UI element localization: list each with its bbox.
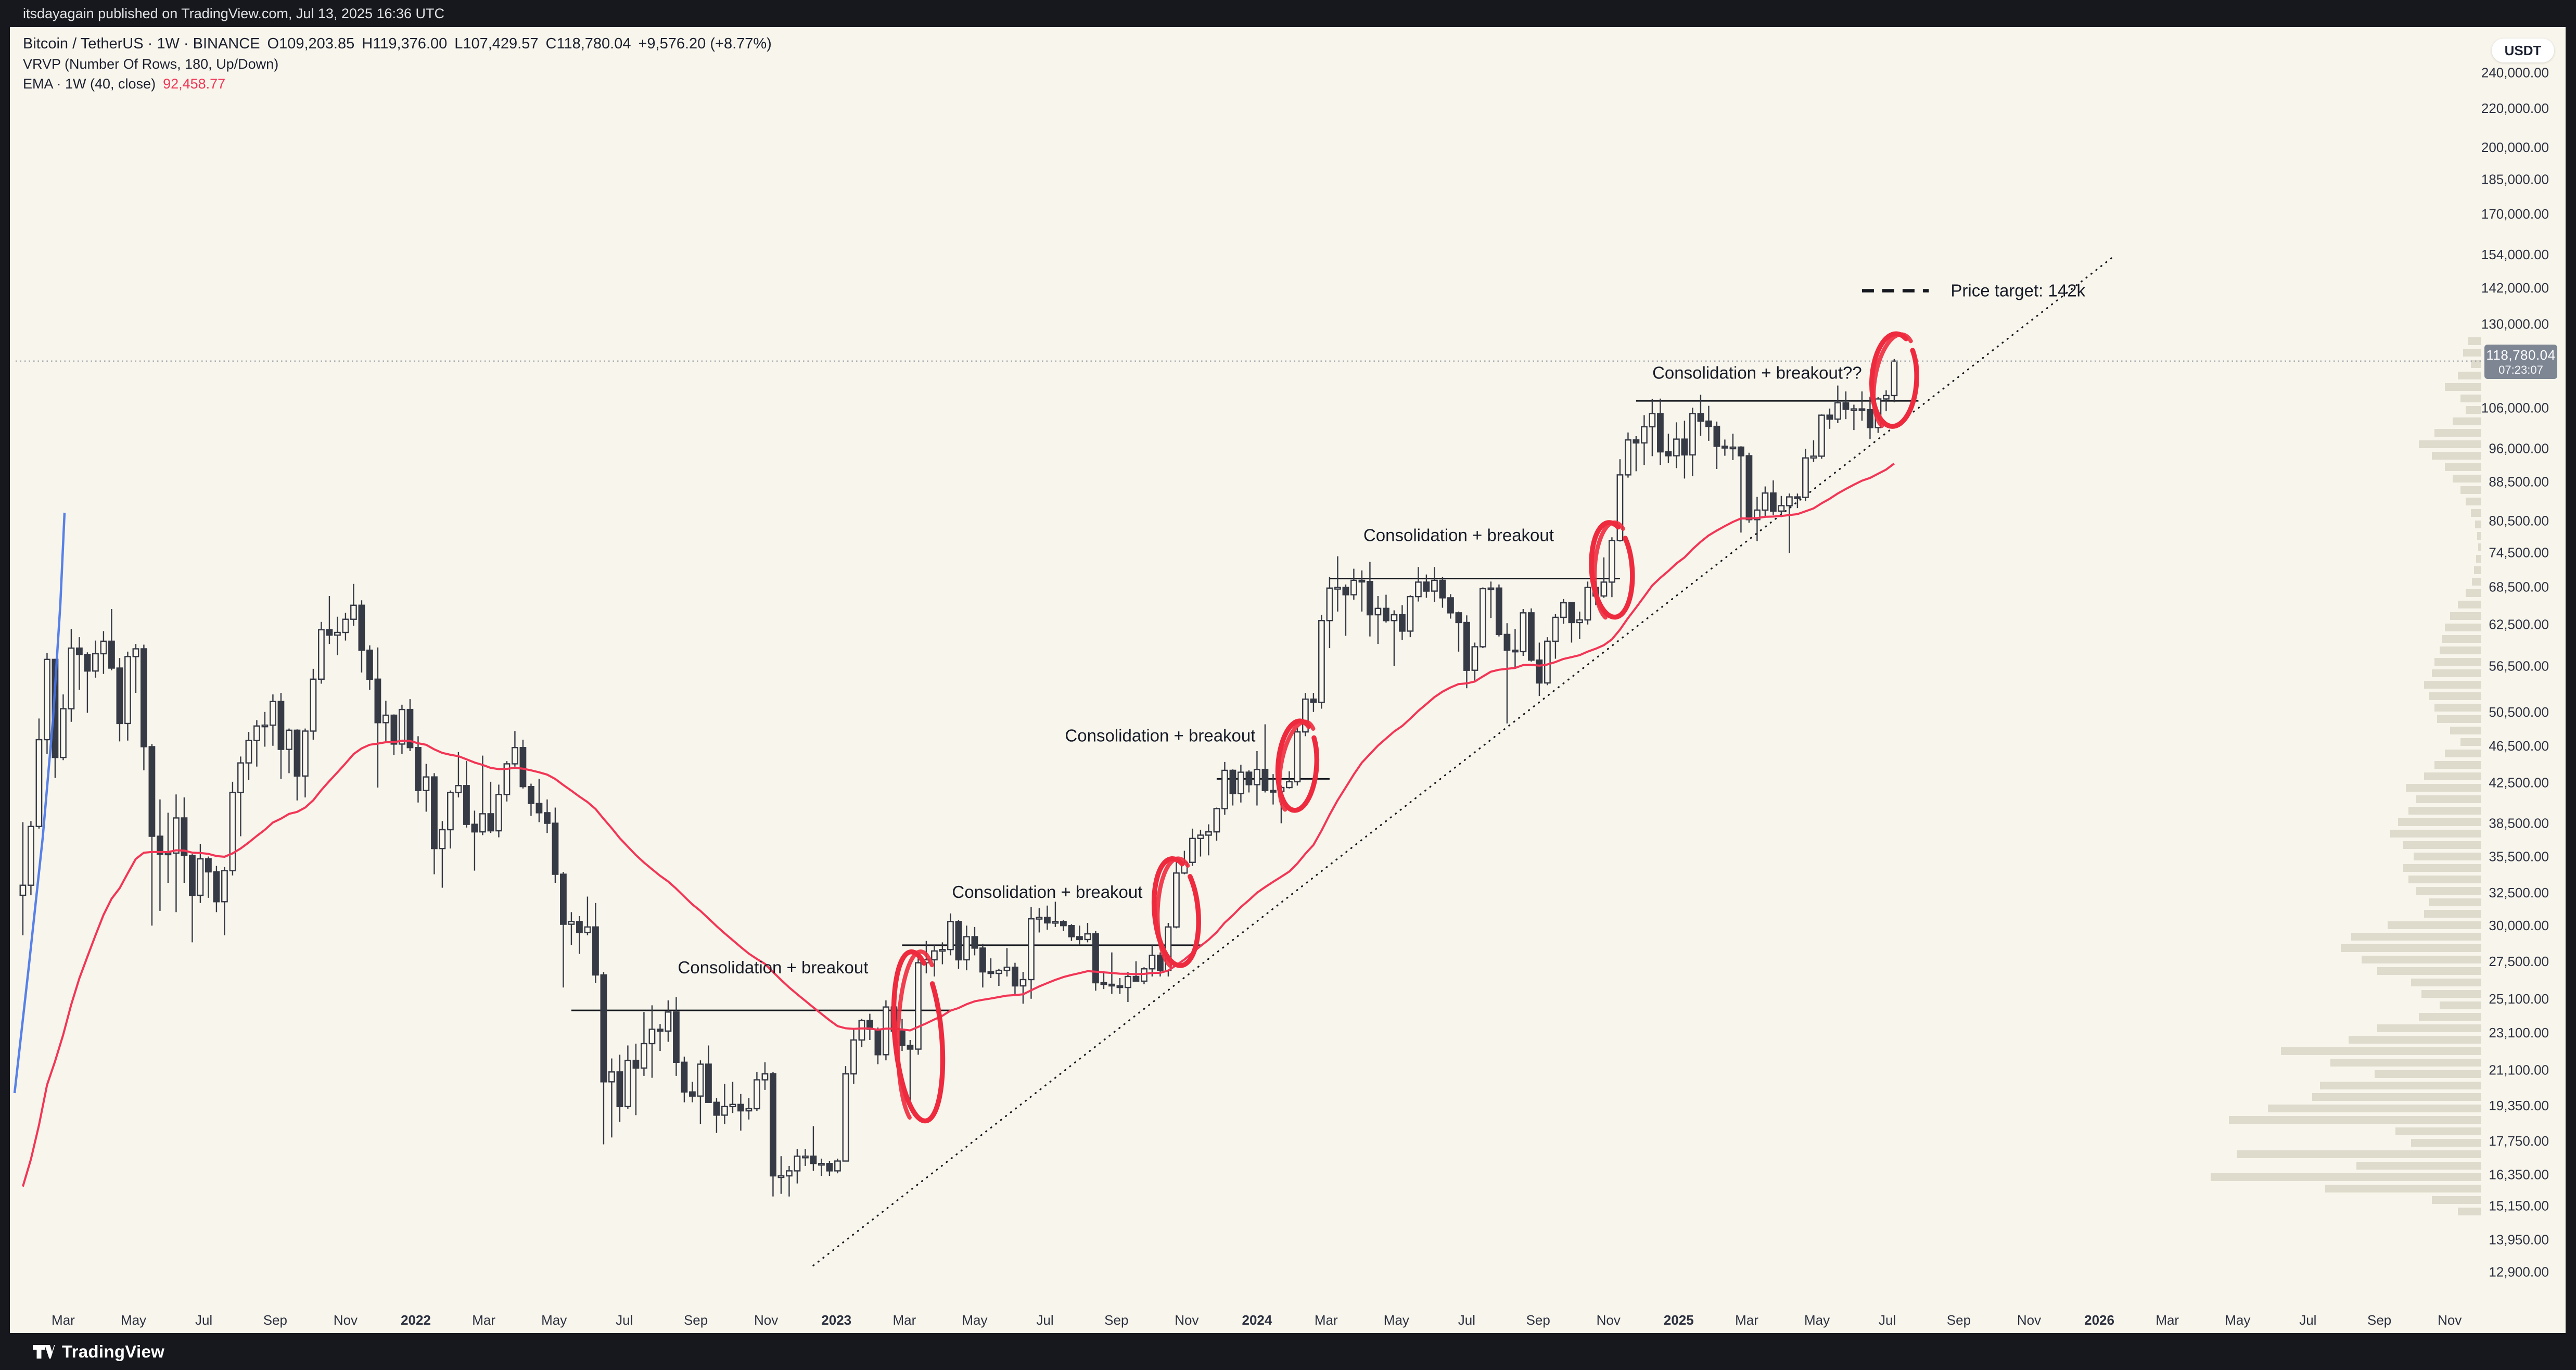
vrvp-indicator-label: VRVP (Number Of Rows, 180, Up/Down): [23, 56, 279, 72]
ema-indicator-label: EMA · 1W (40, close): [23, 76, 156, 92]
tradingview-brand[interactable]: TradingView: [32, 1341, 164, 1362]
ohlc-open: O109,203.85: [267, 35, 355, 52]
vrvp-indicator-row: VRVP (Number Of Rows, 180, Up/Down): [23, 56, 772, 72]
tradingview-logo-icon: [33, 1344, 55, 1359]
ema-indicator-row: EMA · 1W (40, close) 92,458.77: [23, 76, 772, 92]
price-change: +9,576.20 (+8.77%): [638, 35, 772, 52]
symbol-title: Bitcoin / TetherUS · 1W · BINANCE: [23, 35, 260, 52]
last-price-value: 118,780.04: [2486, 347, 2556, 363]
publisher-text: itsdayagain published on TradingView.com…: [23, 6, 445, 21]
currency-toggle-button[interactable]: USDT: [2492, 39, 2554, 62]
chart-card[interactable]: [10, 27, 2566, 1333]
bar-countdown: 07:23:07: [2498, 363, 2543, 376]
tradingview-brand-text: TradingView: [62, 1341, 165, 1361]
ohlc-high: H119,376.00: [362, 35, 448, 52]
symbol-row: Bitcoin / TetherUS · 1W · BINANCE O109,2…: [23, 35, 772, 53]
chart-legend: Bitcoin / TetherUS · 1W · BINANCE O109,2…: [23, 35, 772, 96]
ohlc-close: C118,780.04: [545, 35, 631, 52]
last-price-label[interactable]: 118,780.04 07:23:07: [2484, 345, 2557, 379]
ohlc-low: L107,429.57: [454, 35, 539, 52]
publisher-bar: itsdayagain published on TradingView.com…: [0, 0, 2576, 27]
ema-indicator-value: 92,458.77: [163, 76, 226, 92]
footer-bar: TradingView: [0, 1333, 2576, 1370]
